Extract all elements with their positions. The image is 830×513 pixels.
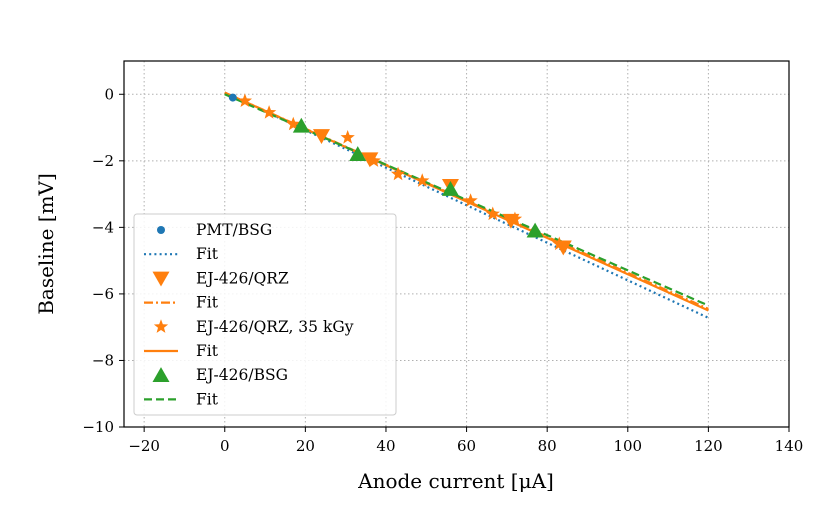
axis-ticks: −20 0 20 40 60 80 100 120 140 0 −2 −4 −6 −8 −10 — [82, 85, 803, 455]
data-point — [292, 117, 310, 133]
data-point — [415, 173, 430, 187]
legend-label: Fit — [196, 390, 219, 408]
y-tick-label: −4 — [92, 218, 114, 236]
data-points — [228, 93, 572, 256]
y-tick-label: −10 — [82, 418, 114, 436]
data-point — [237, 93, 253, 107]
legend-marker — [157, 226, 165, 234]
data-point — [312, 129, 330, 144]
data-point — [526, 222, 544, 238]
data-point — [441, 181, 459, 196]
data-point — [463, 193, 478, 207]
legend-marker — [152, 367, 170, 382]
x-tick-label: 0 — [220, 437, 230, 455]
x-tick-label: 120 — [694, 437, 723, 455]
legend-marker — [152, 271, 170, 287]
legend: PMT/BSG Fit EJ-426/QRZ Fit EJ-426/QRZ, 35 kG… — [133, 213, 397, 416]
data-point — [286, 116, 301, 131]
x-axis-label: Anode current [μA] — [357, 469, 554, 493]
legend-label: Fit — [196, 342, 219, 360]
plot-frame — [123, 60, 790, 428]
x-tick-label: 80 — [538, 437, 557, 455]
x-tick-label: 100 — [613, 437, 642, 455]
legend-box — [133, 213, 397, 416]
data-point — [366, 153, 382, 167]
x-tick-label: 60 — [457, 437, 476, 455]
x-tick-label: 40 — [376, 437, 395, 455]
x-tick-label: 20 — [296, 437, 315, 455]
legend-marker — [153, 319, 169, 333]
data-point — [349, 146, 367, 161]
x-tick-label: 140 — [775, 437, 804, 455]
data-point — [507, 211, 523, 226]
data-point — [552, 236, 567, 251]
y-tick-label: −8 — [92, 351, 114, 369]
data-point — [485, 206, 500, 221]
y-axis-label: Baseline [mV] — [34, 173, 58, 315]
data-point — [228, 93, 237, 102]
y-tick-label: −2 — [92, 152, 114, 170]
x-tick-label: −20 — [128, 437, 160, 455]
legend-label: EJ-426/QRZ — [196, 269, 289, 287]
data-point — [390, 166, 406, 181]
legend-label: EJ-426/BSG — [196, 366, 288, 384]
legend-label: EJ-426/QRZ, 35 kGy — [196, 318, 354, 336]
y-tick-label: 0 — [104, 85, 114, 103]
legend-label: PMT/BSG — [196, 221, 272, 239]
data-point — [261, 105, 277, 119]
data-point — [340, 130, 355, 144]
legend-label: Fit — [196, 294, 219, 312]
y-tick-label: −6 — [92, 285, 114, 303]
legend-label: Fit — [196, 245, 219, 263]
